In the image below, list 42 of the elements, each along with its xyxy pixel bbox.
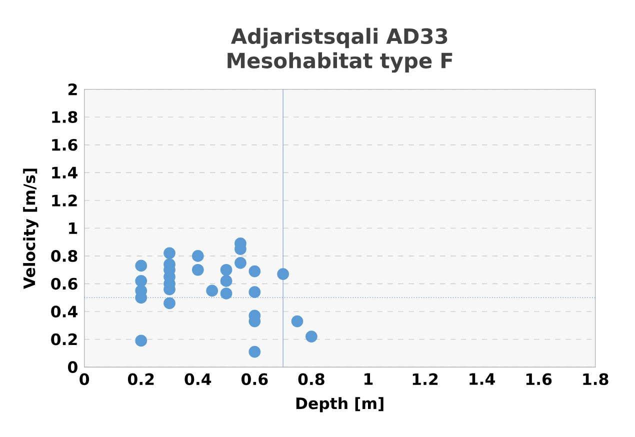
point	[192, 250, 204, 262]
point	[164, 298, 176, 310]
point	[135, 335, 148, 347]
x-tick-label: 1.6	[526, 374, 552, 386]
point	[135, 260, 148, 272]
y-tick-label: 0.6	[51, 278, 78, 290]
x-tick-label: 1.8	[583, 373, 608, 386]
x-tick-label: 1.2	[412, 373, 438, 386]
y-tick-label: 1.8	[52, 111, 78, 124]
point	[248, 346, 261, 358]
point	[234, 257, 246, 270]
point	[291, 316, 304, 328]
y-tick-label: 2	[68, 84, 77, 96]
point	[206, 285, 218, 297]
point	[164, 247, 176, 260]
point	[248, 266, 261, 278]
chart-title: Adjaristsqali AD33 Mesohabitat type F	[228, 28, 452, 73]
point	[192, 264, 204, 276]
point	[220, 264, 232, 276]
point	[220, 288, 232, 300]
x-tick-label: 0.2	[128, 373, 154, 386]
x-tick-label: 1.4	[470, 374, 495, 385]
y-tick-label: 0	[68, 361, 78, 374]
y-tick-label: 1.4	[52, 167, 78, 179]
y-axis-title: Velocity [m/s]	[23, 168, 38, 290]
x-tick-label: 0.6	[242, 373, 268, 386]
y-tick-label: 0.8	[51, 250, 78, 262]
x-tick-label: 1	[364, 374, 373, 385]
y-tick-label: 1.6	[52, 139, 78, 151]
x-axis-title: Depth [m]	[296, 397, 384, 413]
point	[220, 275, 232, 288]
point	[306, 330, 318, 343]
y-tick-label: 0.4	[51, 306, 78, 318]
y-tick-label: 1.2	[52, 194, 77, 206]
x-tick-label: 0.8	[298, 373, 324, 386]
x-tick-label: 0	[80, 373, 90, 386]
y-tick-label: 0.2	[51, 334, 77, 346]
x-tick-label: 0.4	[184, 373, 212, 386]
point	[248, 286, 261, 298]
point	[135, 275, 148, 288]
y-tick-label: 1	[69, 222, 78, 234]
point	[277, 268, 289, 280]
